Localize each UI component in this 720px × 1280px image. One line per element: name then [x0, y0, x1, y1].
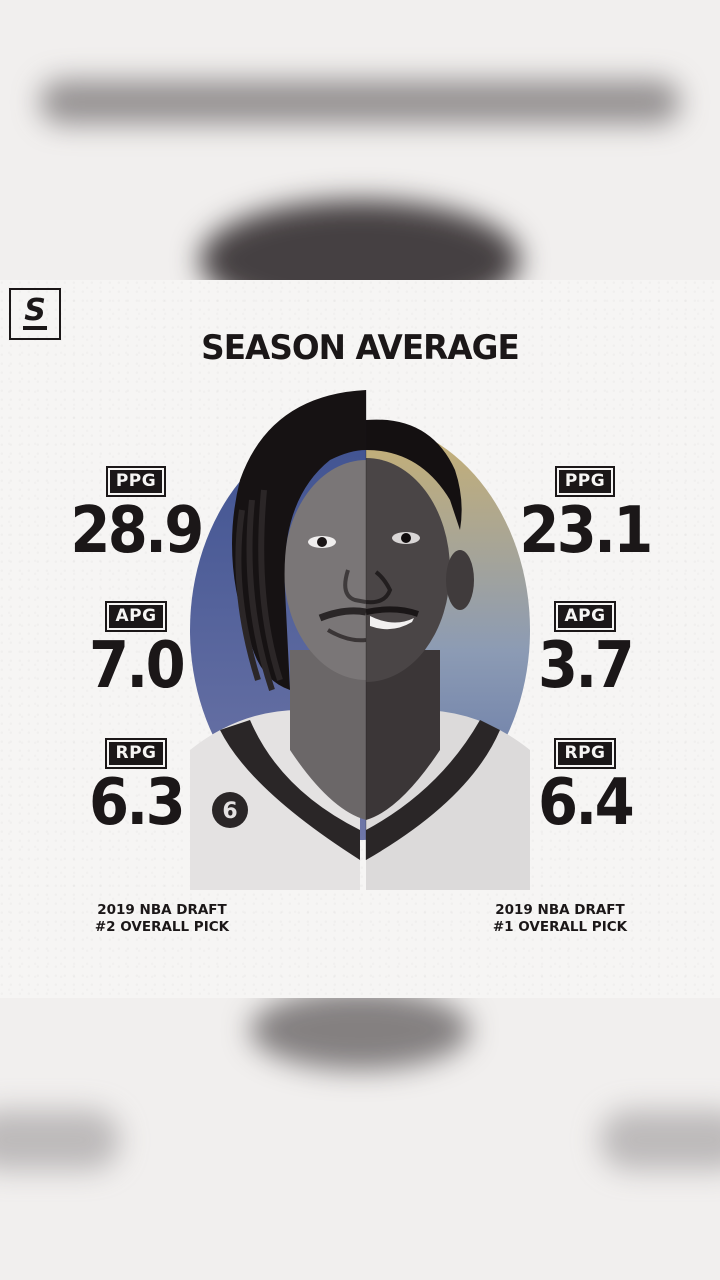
- left-stat-rpg: RPG 6.3: [56, 738, 216, 840]
- split-player-portrait: 6: [180, 390, 540, 890]
- stat-label: RPG: [554, 738, 616, 769]
- stat-value: 6.4: [538, 766, 635, 840]
- left-draft-info: 2019 NBA DRAFT #2 OVERALL PICK: [62, 902, 262, 936]
- right-stat-apg: APG 3.7: [505, 601, 665, 703]
- stat-label: PPG: [554, 466, 616, 497]
- right-stat-rpg: RPG 6.4: [505, 738, 665, 840]
- left-stat-apg: APG 7.0: [56, 601, 216, 703]
- stat-value: 7.0: [89, 629, 186, 703]
- stat-label: PPG: [105, 466, 167, 497]
- svg-text:6: 6: [222, 799, 237, 824]
- brand-logo-letter: S: [24, 293, 46, 328]
- stat-value: 28.9: [70, 494, 204, 568]
- draft-line: 2019 NBA DRAFT: [495, 902, 625, 918]
- stat-label: APG: [105, 601, 167, 632]
- brand-logo[interactable]: S: [9, 288, 61, 340]
- card-title: SEASON AVERAGE: [201, 328, 520, 368]
- right-stat-ppg: PPG 23.1: [505, 466, 665, 568]
- draft-line: 2019 NBA DRAFT: [97, 902, 227, 918]
- draft-pick: #1 OVERALL PICK: [492, 919, 628, 935]
- stat-value: 6.3: [89, 766, 186, 840]
- stat-label: APG: [554, 601, 616, 632]
- draft-pick: #2 OVERALL PICK: [94, 919, 230, 935]
- left-stat-ppg: PPG 28.9: [56, 466, 216, 568]
- stat-label: RPG: [105, 738, 167, 769]
- right-draft-info: 2019 NBA DRAFT #1 OVERALL PICK: [460, 902, 660, 936]
- stat-value: 23.1: [519, 494, 653, 568]
- stat-value: 3.7: [538, 629, 635, 703]
- stats-card: S SEASON AVERAGE: [0, 280, 720, 998]
